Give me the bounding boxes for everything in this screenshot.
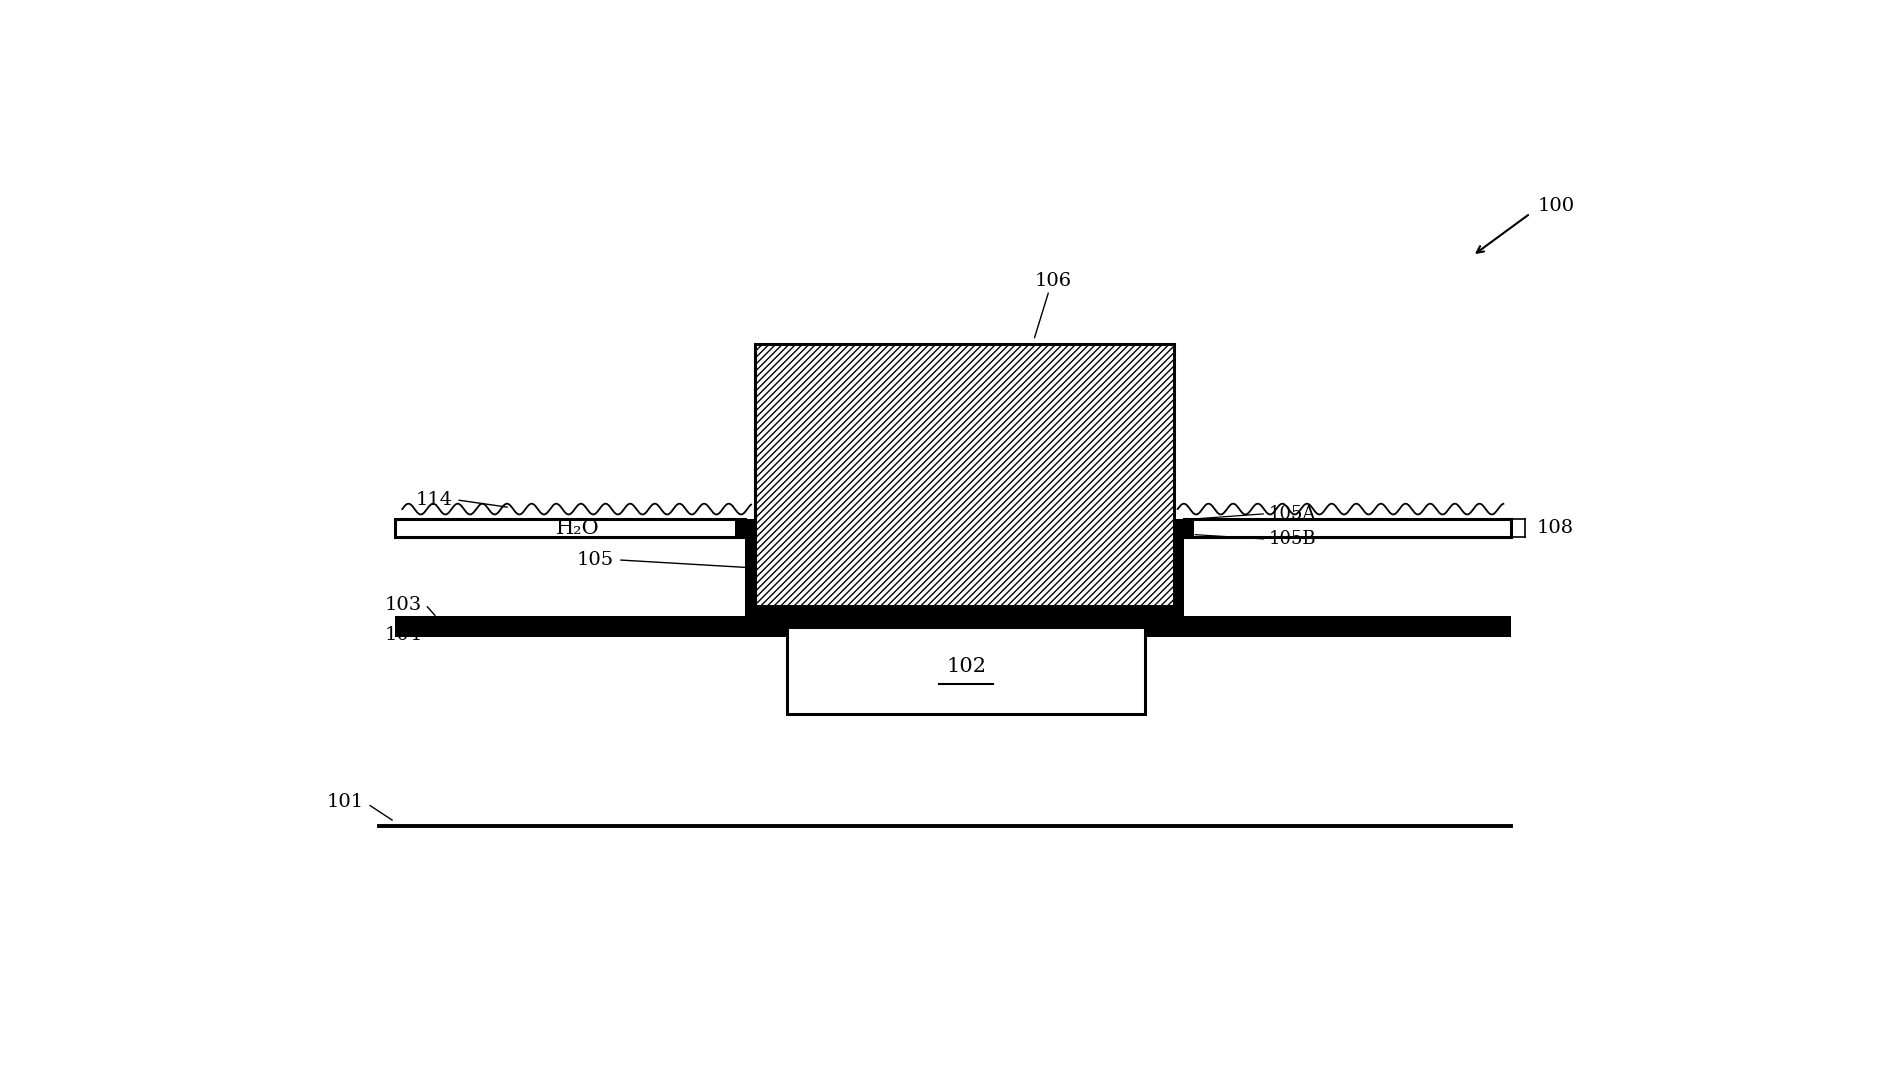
Text: 105A: 105A xyxy=(1268,504,1315,522)
Bar xyxy=(734,519,745,537)
Bar xyxy=(755,344,1174,607)
Text: 106: 106 xyxy=(1034,273,1072,290)
Bar xyxy=(755,519,1174,607)
Bar xyxy=(745,607,1183,616)
Text: 108: 108 xyxy=(1536,519,1574,537)
Text: 101: 101 xyxy=(326,793,364,811)
Bar xyxy=(394,519,745,537)
Text: 114: 114 xyxy=(415,490,453,508)
Bar xyxy=(1183,519,1511,537)
Text: 105: 105 xyxy=(577,551,613,569)
Text: 100: 100 xyxy=(1538,197,1576,214)
Text: 102: 102 xyxy=(945,657,987,676)
Bar xyxy=(745,519,755,616)
Bar xyxy=(394,627,1511,636)
Bar xyxy=(1174,519,1183,616)
Bar xyxy=(787,627,1145,714)
Bar xyxy=(1183,519,1194,537)
Bar xyxy=(394,616,1511,627)
Text: 105B: 105B xyxy=(1268,530,1315,548)
Text: 104: 104 xyxy=(385,626,421,644)
Text: 103: 103 xyxy=(385,596,421,614)
Text: H₂O: H₂O xyxy=(557,519,600,538)
